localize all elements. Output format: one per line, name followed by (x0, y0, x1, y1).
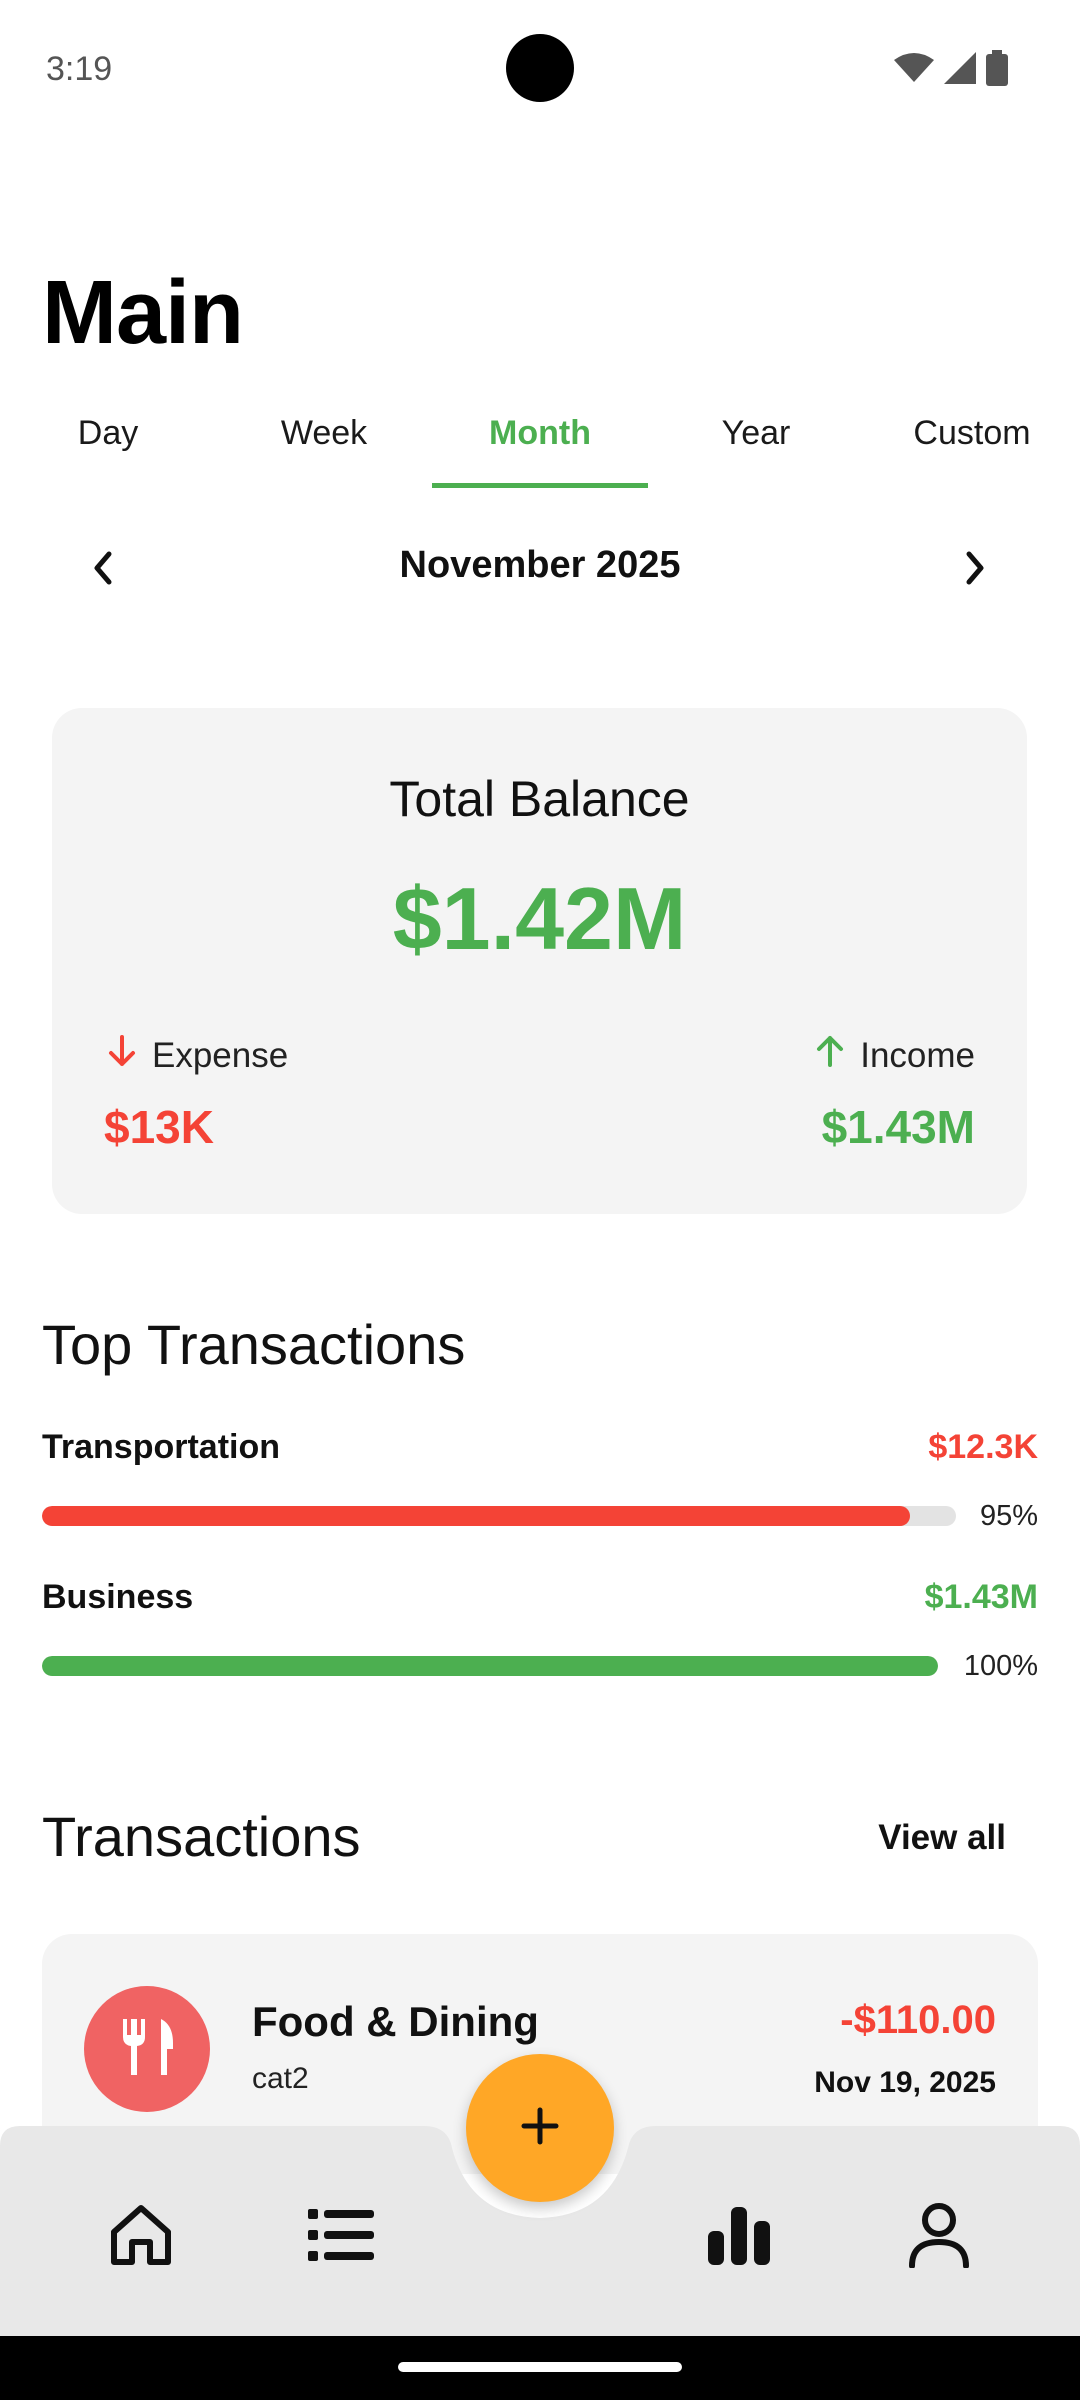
income-header: Income (814, 1034, 975, 1077)
transaction-name: Food & Dining (252, 1998, 539, 2045)
page-title: Main (42, 263, 244, 363)
plus-icon (520, 2106, 560, 2151)
transactions-title: Transactions (42, 1805, 361, 1868)
home-gesture-handle[interactable] (398, 2362, 682, 2372)
progress-bar-fill (42, 1656, 938, 1676)
arrow-down-icon (106, 1034, 138, 1077)
top-transaction-label: Business (42, 1578, 194, 1616)
bottom-nav-background (0, 2126, 1080, 2336)
tab-year[interactable]: Year (721, 414, 791, 452)
tab-custom[interactable]: Custom (913, 414, 1031, 452)
total-balance-value: $1.42M (392, 869, 687, 968)
progress-bar-fill (42, 1506, 911, 1526)
nav-stats-button[interactable] (694, 2192, 784, 2282)
bar-chart-icon (706, 2205, 772, 2270)
transaction-amount: -$110.00 (840, 1998, 996, 2042)
percent-label: 95% (979, 1500, 1038, 1532)
profile-icon (908, 2202, 970, 2273)
income-value: $1.43M (821, 1101, 975, 1153)
camera-cutout (506, 34, 574, 102)
view-all-button[interactable]: View all (878, 1818, 1006, 1857)
battery-icon (986, 50, 1008, 86)
nav-profile-button[interactable] (894, 2192, 984, 2282)
add-transaction-button[interactable] (466, 2054, 614, 2202)
top-transactions-title: Top Transactions (42, 1313, 466, 1376)
gesture-navigation-bar (0, 2336, 1080, 2400)
expense-value: $13K (104, 1101, 214, 1153)
chevron-left-icon (89, 550, 119, 591)
balance-card: Total Balance $1.42M Expense $13K Income… (52, 708, 1027, 1214)
nav-home-button[interactable] (96, 2192, 186, 2282)
status-icons (894, 50, 1008, 86)
wifi-icon (894, 52, 934, 84)
period-label: November 2025 (399, 544, 681, 586)
cutlery-icon (117, 2015, 177, 2084)
arrow-up-icon (814, 1034, 846, 1077)
tab-week[interactable]: Week (280, 414, 368, 452)
period-tabs: Day Week Month Year Custom (0, 400, 1080, 488)
top-transaction-row[interactable]: Transportation $12.3K 95% (42, 1428, 1038, 1578)
transaction-subtitle: cat2 (252, 2062, 309, 2095)
top-transaction-amount: $1.43M (924, 1578, 1038, 1616)
total-balance-label: Total Balance (389, 771, 690, 827)
bottom-nav (0, 2126, 1080, 2336)
status-bar: 3:19 (0, 0, 1080, 136)
top-transaction-row[interactable]: Business $1.43M 100% (42, 1578, 1038, 1728)
transaction-date: Nov 19, 2025 (814, 2066, 996, 2099)
tab-day[interactable]: Day (77, 414, 139, 452)
list-icon (308, 2207, 374, 2268)
status-time: 3:19 (46, 50, 113, 88)
progress-bar-track (42, 1656, 938, 1676)
cellular-signal-icon (944, 52, 976, 84)
expense-label: Expense (152, 1035, 289, 1075)
percent-label: 100% (963, 1650, 1038, 1682)
period-navigator: November 2025 (0, 530, 1080, 610)
next-period-button[interactable] (944, 540, 1004, 600)
progress-bar-track (42, 1506, 956, 1526)
chevron-right-icon (959, 550, 989, 591)
nav-list-button[interactable] (296, 2192, 386, 2282)
top-transaction-label: Transportation (42, 1428, 281, 1466)
expense-header: Expense (106, 1034, 288, 1077)
previous-period-button[interactable] (74, 540, 134, 600)
home-icon (108, 2202, 174, 2273)
tab-month[interactable]: Month (432, 400, 648, 488)
income-label: Income (860, 1035, 975, 1075)
top-transaction-amount: $12.3K (928, 1428, 1038, 1466)
category-icon-badge (84, 1986, 210, 2112)
